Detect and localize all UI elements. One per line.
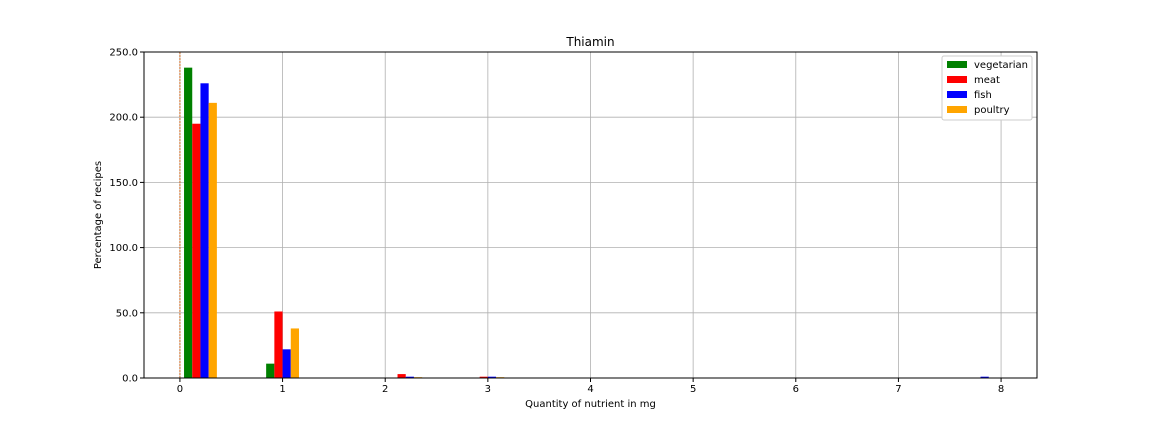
- bar-meat: [397, 374, 406, 378]
- x-axis-label: Quantity of nutrient in mg: [525, 399, 656, 410]
- y-tick-label: 250.0: [109, 48, 138, 59]
- bar-fish: [282, 349, 291, 378]
- bar-fish: [200, 83, 209, 379]
- legend: vegetarian meat fish poultry: [941, 55, 1033, 121]
- y-axis-ticks: 0.0 50.0 100.0 150.0 200.0 250.0: [109, 48, 144, 385]
- bar-poultry: [290, 328, 299, 378]
- x-tick-label: 3: [485, 384, 491, 395]
- bar-meat: [274, 311, 283, 378]
- bar-fish: [405, 376, 414, 378]
- bar-vegetarian: [184, 67, 193, 378]
- legend-label-poultry: poultry: [974, 105, 1010, 116]
- x-tick-label: 2: [382, 384, 388, 395]
- x-tick-label: 1: [279, 384, 285, 395]
- legend-box: [941, 55, 1033, 121]
- x-tick-label: 6: [793, 384, 799, 395]
- legend-swatch-poultry: [947, 106, 967, 113]
- bar-fish: [487, 376, 497, 378]
- legend-label-fish: fish: [974, 90, 992, 101]
- y-tick-label: 100.0: [109, 243, 138, 254]
- legend-swatch-vegetarian: [947, 61, 967, 68]
- y-axis-label: Percentage of recipes: [93, 161, 104, 269]
- x-tick-label: 7: [895, 384, 901, 395]
- x-tick-label: 0: [177, 384, 183, 395]
- bar-poultry: [208, 102, 217, 378]
- bar-meat: [479, 376, 488, 378]
- x-tick-label: 8: [998, 384, 1004, 395]
- legend-swatch-fish: [947, 91, 967, 98]
- y-tick-label: 0.0: [122, 374, 138, 385]
- bar-meat: [192, 123, 201, 378]
- legend-label-vegetarian: vegetarian: [974, 60, 1028, 71]
- legend-label-meat: meat: [974, 75, 1000, 86]
- bar-vegetarian: [266, 363, 275, 378]
- x-tick-label: 5: [690, 384, 696, 395]
- chart-title: Thiamin: [565, 35, 614, 49]
- y-tick-label: 150.0: [109, 178, 138, 189]
- bars-layer: [184, 67, 989, 379]
- y-tick-label: 50.0: [116, 308, 138, 319]
- y-tick-label: 200.0: [109, 113, 138, 124]
- bar-fish: [980, 376, 989, 378]
- x-axis-ticks: 0 1 2 3 4 5 6 7 8: [177, 378, 1004, 395]
- x-tick-label: 4: [587, 384, 593, 395]
- legend-swatch-meat: [947, 76, 967, 83]
